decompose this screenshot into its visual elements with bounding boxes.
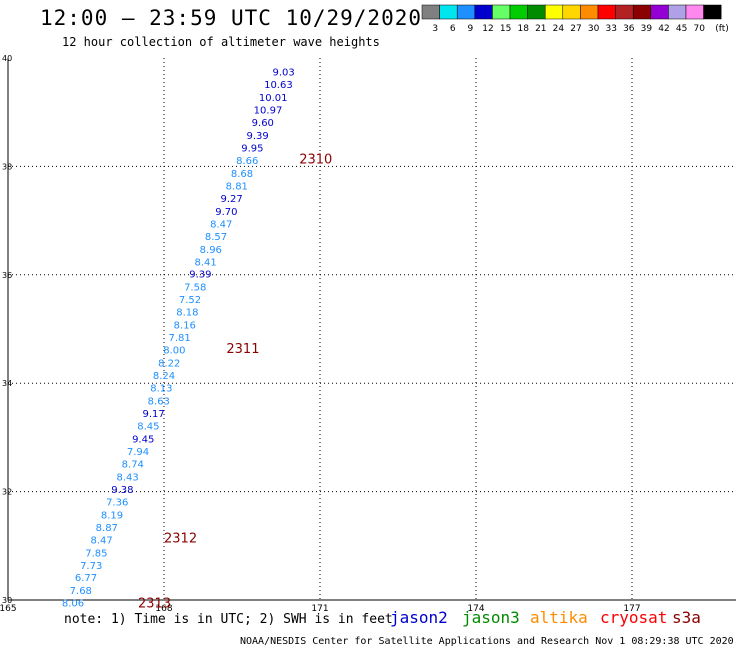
swh-data-label: 9.17: [142, 409, 164, 420]
swh-data-label: 8.63: [148, 397, 170, 408]
legend-tick-label: 30: [588, 24, 600, 34]
swh-data-label: 8.47: [210, 219, 232, 230]
swh-data-label: 9.45: [132, 434, 154, 445]
swh-data-label: 10.97: [254, 105, 283, 116]
swh-data-label: 10.63: [264, 80, 293, 91]
swh-data-label: 8.81: [226, 181, 248, 192]
swh-data-label: 8.24: [153, 371, 175, 382]
legend-tick-label: 70: [693, 24, 705, 34]
swh-data-label: 9.03: [272, 68, 294, 79]
legend-tick-label: 18: [517, 24, 529, 34]
legend-tick-label: 36: [623, 24, 635, 34]
swh-data-label: 8.18: [176, 308, 198, 319]
legend-swatch: [703, 4, 722, 20]
swh-data-label: 8.68: [231, 169, 253, 180]
swh-data-label: 8.00: [163, 346, 185, 357]
chart-title: 12:00 – 23:59 UTC 10/29/2020: [40, 6, 423, 30]
swh-data-label: 7.36: [106, 497, 128, 508]
legend-tick-label: 33: [605, 24, 616, 34]
color-legend: 3 6 9 12 15 18 21 24 27 30 33 36 39 42 45 70 (ft): [421, 4, 729, 34]
swh-data-label: 8.06: [62, 599, 84, 610]
legend-tick-label: 9: [468, 24, 474, 34]
legend-tick-label: 45: [676, 24, 687, 34]
legend-tick-label: 21: [535, 24, 546, 34]
footer-credit: NOAA/NESDIS Center for Satellite Applica…: [240, 636, 734, 647]
x-tick-label: 171: [311, 604, 328, 614]
swh-data-label: 7.94: [127, 447, 149, 458]
swh-data-label: 7.68: [70, 586, 92, 597]
swh-data-label: 7.85: [85, 548, 107, 559]
legend-tick-label: 39: [641, 24, 653, 34]
legend-cryosat: cryosat: [600, 608, 668, 627]
x-tick-label: 165: [0, 604, 17, 614]
swh-data-label: 8.96: [200, 245, 222, 256]
swh-data-label: 10.01: [259, 93, 288, 104]
swh-data-label: 7.81: [168, 333, 190, 344]
swh-data-label: 8.87: [96, 523, 118, 534]
legend-tick-label: 42: [658, 24, 669, 34]
time-label: 2313: [138, 597, 171, 612]
legend-tick-label: 12: [482, 24, 493, 34]
legend-jason3: jason3: [462, 608, 520, 627]
y-tick-label: 36: [2, 271, 12, 280]
swh-data-label: 8.13: [150, 384, 172, 395]
legend-unit: (ft): [715, 24, 729, 34]
swh-data-label: 8.43: [116, 472, 138, 483]
swh-data-label: 8.19: [101, 510, 123, 521]
swh-data-label: 9.70: [215, 207, 237, 218]
legend-tick-label: 3: [432, 24, 438, 34]
legend-tick-label: 24: [553, 24, 565, 34]
y-tick-label: 30: [2, 596, 12, 605]
x-tick-label: 168: [155, 604, 172, 614]
legend-s3a: s3a: [672, 608, 701, 627]
swh-data-label: 8.16: [174, 321, 196, 332]
chart-subtitle: 12 hour collection of altimeter wave hei…: [62, 35, 380, 49]
swh-data-label: 8.41: [194, 257, 216, 268]
y-tick-label: 32: [2, 488, 12, 497]
footer-note: note: 1) Time is in UTC; 2) SWH is in fe…: [64, 612, 393, 627]
swh-data-label: 8.74: [122, 459, 144, 470]
swh-data-label: 6.77: [75, 573, 97, 584]
swh-data-label: 9.39: [189, 270, 211, 281]
swh-data-label: 7.58: [184, 283, 206, 294]
x-tick-label: 177: [623, 604, 640, 614]
x-tick-label: 174: [467, 604, 484, 614]
swh-data-label: 7.52: [179, 295, 201, 306]
time-label: 2310: [299, 152, 332, 167]
swh-data-label: 8.22: [158, 359, 180, 370]
swh-data-label: 8.47: [90, 535, 112, 546]
legend-tick-label: 15: [500, 24, 511, 34]
legend-tick-label: 6: [450, 24, 456, 34]
swh-data-label: 8.66: [236, 156, 258, 167]
legend-tick-label: 27: [570, 24, 581, 34]
y-tick-label: 40: [2, 54, 12, 63]
swh-data-label: 8.45: [137, 421, 159, 432]
swh-data-label: 9.95: [241, 143, 263, 154]
swh-data-label: 9.39: [246, 131, 268, 142]
legend-jason2: jason2: [390, 608, 448, 627]
y-tick-label: 38: [2, 162, 12, 171]
y-tick-label: 34: [2, 379, 12, 388]
swh-data-label: 9.27: [220, 194, 242, 205]
swh-data-label: 9.60: [252, 118, 274, 129]
swh-data-label: 9.38: [111, 485, 133, 496]
time-label: 2312: [164, 532, 197, 547]
swh-data-label: 8.57: [205, 232, 227, 243]
time-label: 2311: [226, 342, 259, 357]
legend-altika: altika: [530, 608, 588, 627]
swh-data-label: 7.73: [80, 561, 102, 572]
